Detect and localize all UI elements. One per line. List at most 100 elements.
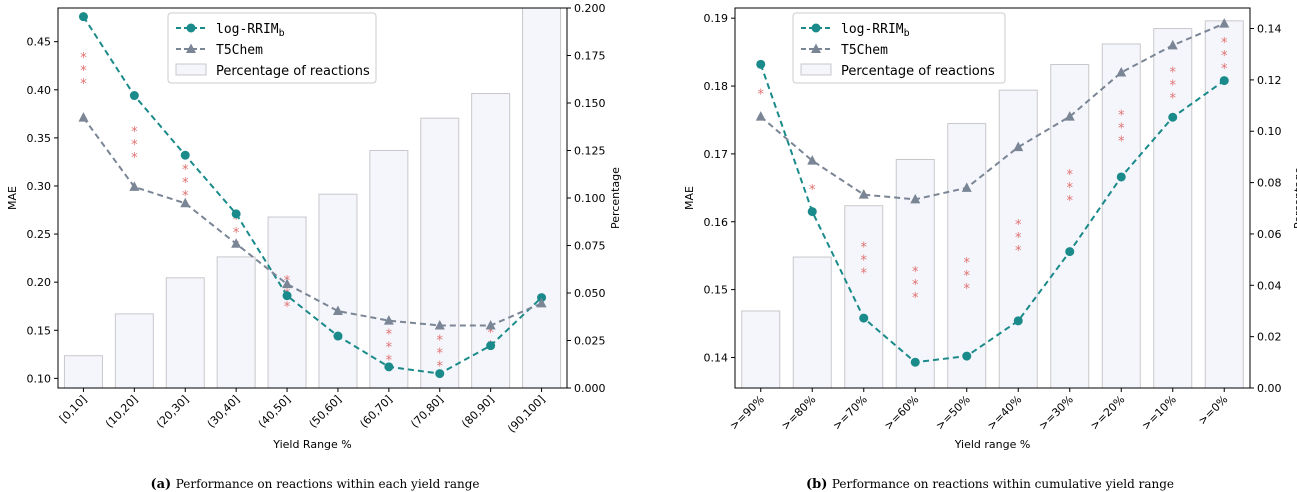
x-tick-label: (60,70] xyxy=(357,393,395,431)
legend-label-log-rrim: log-RRIMb xyxy=(841,22,910,39)
x-tick-label: [0,10] xyxy=(57,393,90,426)
legend-label-bars: Percentage of reactions xyxy=(216,64,370,79)
legend-box xyxy=(167,12,377,84)
x-tick-label: (40,50] xyxy=(256,393,294,431)
data-point xyxy=(858,189,869,199)
x-tick-label: >=70% xyxy=(830,393,870,433)
x-tick-label: (20,30] xyxy=(154,393,192,431)
legend-marker-triangle xyxy=(811,43,821,53)
y-tick-label: 0.14 xyxy=(704,351,729,364)
legend-marker-circle xyxy=(811,23,821,33)
legend-label-t5chem: T5Chem xyxy=(216,43,263,58)
data-point xyxy=(129,91,139,101)
significance-marker: *** xyxy=(386,328,393,369)
data-point xyxy=(384,362,394,372)
x-tick-label: >=40% xyxy=(985,393,1025,433)
data-point xyxy=(910,193,921,204)
significance-marker: *** xyxy=(1118,109,1125,150)
data-point xyxy=(485,319,496,330)
data-point xyxy=(1168,112,1178,122)
bar xyxy=(267,216,307,389)
data-point xyxy=(78,12,88,22)
bar xyxy=(318,193,358,389)
legend-label-t5chem: T5Chem xyxy=(841,43,888,58)
series-line-t5chem xyxy=(82,117,542,327)
y-tick-label: 0.10 xyxy=(27,372,52,385)
y2-tick-label: 0.06 xyxy=(1257,228,1282,241)
y2-tick-label: 0.14 xyxy=(1257,23,1282,36)
data-point xyxy=(1013,141,1024,152)
y-axis-label: MAE xyxy=(683,186,696,210)
y-tick-label: 0.17 xyxy=(704,148,729,161)
bar xyxy=(844,205,884,389)
legend-swatch-bars xyxy=(175,63,207,76)
y2-tick-label: 0.150 xyxy=(574,97,606,110)
bar xyxy=(420,117,460,389)
y2-tick-label: 0.175 xyxy=(574,50,606,63)
x-tick-label: >=50% xyxy=(933,393,973,433)
data-point xyxy=(859,313,869,323)
bar xyxy=(471,93,511,389)
data-point xyxy=(78,112,89,122)
data-point xyxy=(1116,66,1127,77)
bar xyxy=(165,277,205,389)
data-point xyxy=(332,305,343,316)
y2-tick-label: 0.050 xyxy=(574,287,606,300)
x-tick-label: >=60% xyxy=(882,393,922,433)
significance-marker: *** xyxy=(964,256,971,297)
significance-marker: * xyxy=(758,87,765,102)
bar xyxy=(216,256,256,389)
data-point xyxy=(1013,316,1023,326)
y-tick-label: 0.18 xyxy=(704,80,729,93)
y-tick-label: 0.15 xyxy=(704,284,729,297)
data-point xyxy=(1219,18,1230,28)
x-tick-label: >=0% xyxy=(1196,393,1231,428)
significance-marker: *** xyxy=(1067,168,1074,209)
data-point xyxy=(282,291,292,301)
y2-tick-label: 0.04 xyxy=(1257,279,1282,292)
bar xyxy=(741,310,781,389)
x-tick-label: (30,40] xyxy=(205,393,243,431)
data-point xyxy=(383,315,394,325)
x-tick-label: >=90% xyxy=(727,393,767,433)
data-point xyxy=(756,59,766,69)
y2-tick-label: 0.00 xyxy=(1257,382,1282,395)
series-line-log-rrim xyxy=(82,16,543,375)
bar xyxy=(114,313,154,389)
y-tick-label: 0.16 xyxy=(704,216,729,229)
data-point xyxy=(962,351,972,361)
bar xyxy=(947,123,987,389)
data-point xyxy=(180,150,190,160)
y2-tick-label: 0.12 xyxy=(1257,74,1282,87)
data-point xyxy=(434,319,445,330)
significance-marker: *** xyxy=(80,51,87,92)
data-point xyxy=(180,197,191,208)
chart-panel-b: *** * * * * ** * ** * ** * ** * ** * ** * *0.140.150.160.… xyxy=(683,7,1297,492)
bar xyxy=(1153,28,1193,389)
data-point xyxy=(231,209,241,219)
data-point xyxy=(435,369,445,379)
data-point xyxy=(282,278,293,289)
y-tick-label: 0.20 xyxy=(27,276,52,289)
y-axis-label: MAE xyxy=(6,186,19,210)
x-tick-label: (10,20] xyxy=(103,393,141,431)
significance-marker: *** xyxy=(1170,65,1177,106)
y-tick-label: 0.45 xyxy=(27,36,52,49)
bar xyxy=(369,150,409,389)
data-point xyxy=(1064,111,1075,121)
x-axis-label: Yield Range % xyxy=(272,438,352,451)
data-point xyxy=(1167,39,1178,50)
x-tick-label: >=10% xyxy=(1139,393,1179,433)
y2-tick-label: 0.02 xyxy=(1257,331,1282,344)
figure-caption: (b) Performance on reactions within cumu… xyxy=(806,477,1174,492)
significance-marker: *** xyxy=(1221,36,1228,77)
legend: log-RRIMb T5Chem Percentage of reactions xyxy=(792,12,1006,84)
bar xyxy=(1101,43,1141,389)
figure-caption: (a) Performance on reactions within each… xyxy=(150,477,479,492)
y2-tick-label: 0.10 xyxy=(1257,125,1282,138)
y2-axis-label: Percentage xyxy=(1292,167,1297,229)
data-point xyxy=(755,111,766,121)
data-point xyxy=(333,331,343,341)
y-tick-label: 0.40 xyxy=(27,84,52,97)
